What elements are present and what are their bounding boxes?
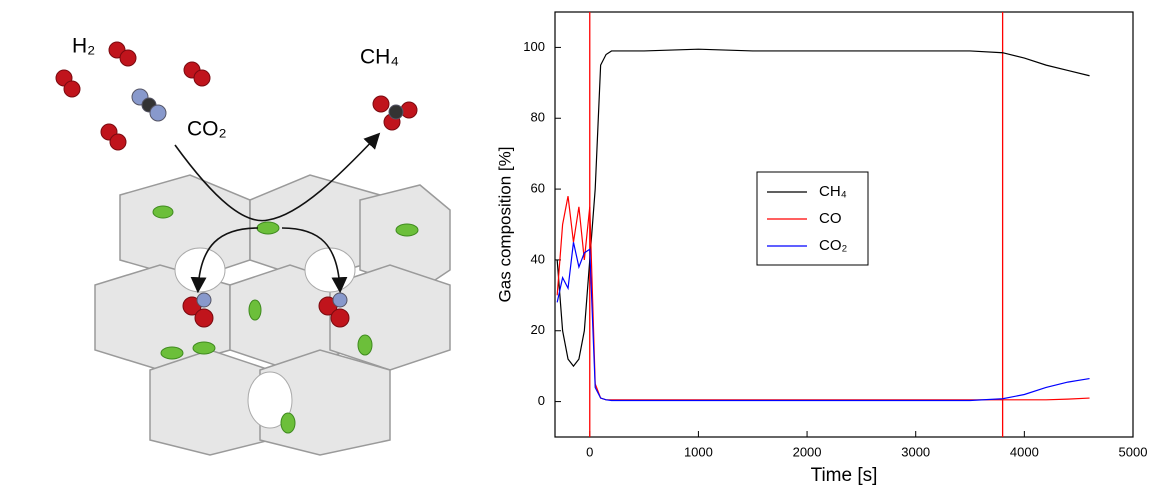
molecule bbox=[196, 292, 212, 308]
x-tick-label: 1000 bbox=[684, 444, 713, 459]
molecule bbox=[400, 101, 418, 119]
arrow bbox=[174, 132, 381, 222]
cage bbox=[359, 184, 451, 291]
x-axis-label: Time [s] bbox=[811, 465, 878, 486]
x-tick-label: 5000 bbox=[1119, 444, 1148, 459]
catalyst bbox=[248, 299, 262, 321]
catalyst bbox=[192, 341, 216, 355]
catalyst bbox=[160, 346, 184, 360]
catalyst bbox=[280, 412, 296, 434]
y-tick-label: 0 bbox=[538, 393, 545, 408]
y-tick-label: 80 bbox=[531, 110, 545, 125]
legend-label: CO bbox=[819, 210, 842, 227]
molecule bbox=[109, 133, 127, 151]
x-tick-label: 0 bbox=[586, 444, 593, 459]
catalyst bbox=[357, 334, 373, 356]
x-tick-label: 3000 bbox=[901, 444, 930, 459]
y-tick-label: 40 bbox=[531, 251, 545, 266]
y-tick-label: 60 bbox=[531, 181, 545, 196]
x-tick-label: 2000 bbox=[793, 444, 822, 459]
molecule bbox=[332, 292, 348, 308]
arrow bbox=[281, 227, 348, 294]
molecule bbox=[149, 104, 167, 122]
plot-frame bbox=[554, 11, 1134, 438]
label: CO₂ bbox=[187, 118, 227, 141]
x-tick-label: 4000 bbox=[1010, 444, 1039, 459]
y-tick-label: 100 bbox=[523, 39, 545, 54]
y-axis-label: Gas composition [%] bbox=[495, 147, 514, 303]
molecule bbox=[330, 308, 350, 328]
series-line bbox=[556, 242, 1090, 402]
illustration: H₂ CO₂ CH₄ bbox=[55, 35, 451, 456]
molecule bbox=[388, 104, 404, 120]
molecule bbox=[193, 69, 211, 87]
series-line bbox=[556, 48, 1090, 368]
legend-label: CO₂ bbox=[819, 237, 848, 254]
y-tick-label: 20 bbox=[531, 322, 545, 337]
pore bbox=[304, 247, 356, 293]
label: H₂ bbox=[72, 35, 95, 58]
label: CH₄ bbox=[360, 46, 399, 69]
catalyst bbox=[395, 223, 419, 237]
molecule bbox=[63, 80, 81, 98]
molecule bbox=[119, 49, 137, 67]
catalyst bbox=[256, 221, 280, 235]
arrow bbox=[190, 227, 259, 294]
series-line bbox=[556, 196, 1090, 401]
molecule bbox=[194, 308, 214, 328]
catalyst bbox=[152, 205, 174, 219]
pore bbox=[247, 371, 293, 429]
molecule bbox=[372, 95, 390, 113]
legend-label: CH₄ bbox=[819, 183, 847, 200]
